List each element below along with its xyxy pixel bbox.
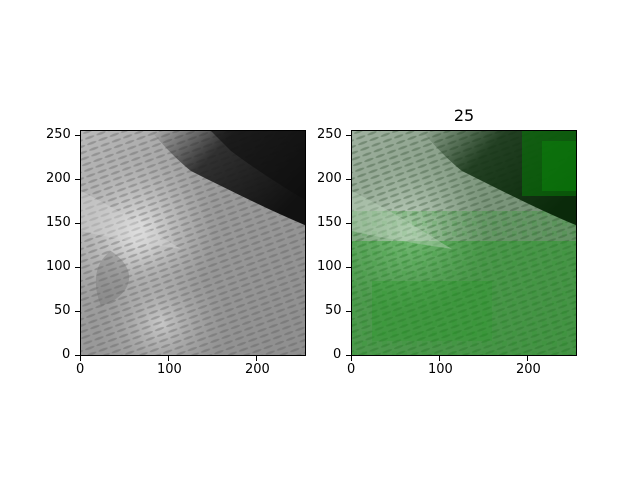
right-y-tick-mark <box>346 311 351 312</box>
left-y-tick-label: 50 <box>54 303 71 318</box>
left-x-tick-label: 100 <box>157 362 182 377</box>
left-x-tick-mark <box>80 356 81 361</box>
left-image-frame <box>80 130 306 356</box>
left-y-tick-label: 250 <box>46 127 71 142</box>
left-y-tick-label: 100 <box>46 259 71 274</box>
right-image-frame <box>351 130 577 356</box>
left-x-tick-mark <box>168 356 169 361</box>
left-x-tick-mark <box>256 356 257 361</box>
right-green-overlay-image <box>352 131 576 355</box>
right-y-tick-mark <box>346 135 351 136</box>
right-y-tick-label: 200 <box>317 171 342 186</box>
right-y-tick-label: 0 <box>333 347 342 362</box>
left-x-tick-label: 200 <box>245 362 270 377</box>
left-y-tick-mark <box>75 135 80 136</box>
left-y-tick-mark <box>75 355 80 356</box>
right-x-tick-label: 200 <box>516 362 541 377</box>
left-x-tick-label: 0 <box>76 362 85 377</box>
left-y-tick-mark <box>75 223 80 224</box>
left-y-tick-mark <box>75 311 80 312</box>
right-x-tick-label: 0 <box>347 362 356 377</box>
right-y-tick-mark <box>346 223 351 224</box>
left-y-tick-label: 0 <box>62 347 71 362</box>
right-y-tick-label: 100 <box>317 259 342 274</box>
left-y-tick-label: 150 <box>46 215 71 230</box>
right-y-tick-mark <box>346 355 351 356</box>
right-y-tick-label: 250 <box>317 127 342 142</box>
right-y-tick-mark <box>346 267 351 268</box>
left-y-tick-label: 200 <box>46 171 71 186</box>
right-y-tick-mark <box>346 179 351 180</box>
right-x-tick-mark <box>527 356 528 361</box>
right-x-tick-label: 100 <box>428 362 453 377</box>
right-y-tick-label: 50 <box>325 303 342 318</box>
right-panel-title: 25 <box>453 106 475 125</box>
right-x-tick-mark <box>351 356 352 361</box>
left-y-tick-mark <box>75 267 80 268</box>
right-x-tick-mark <box>439 356 440 361</box>
right-y-tick-label: 150 <box>317 215 342 230</box>
left-grayscale-image <box>81 131 305 355</box>
left-y-tick-mark <box>75 179 80 180</box>
